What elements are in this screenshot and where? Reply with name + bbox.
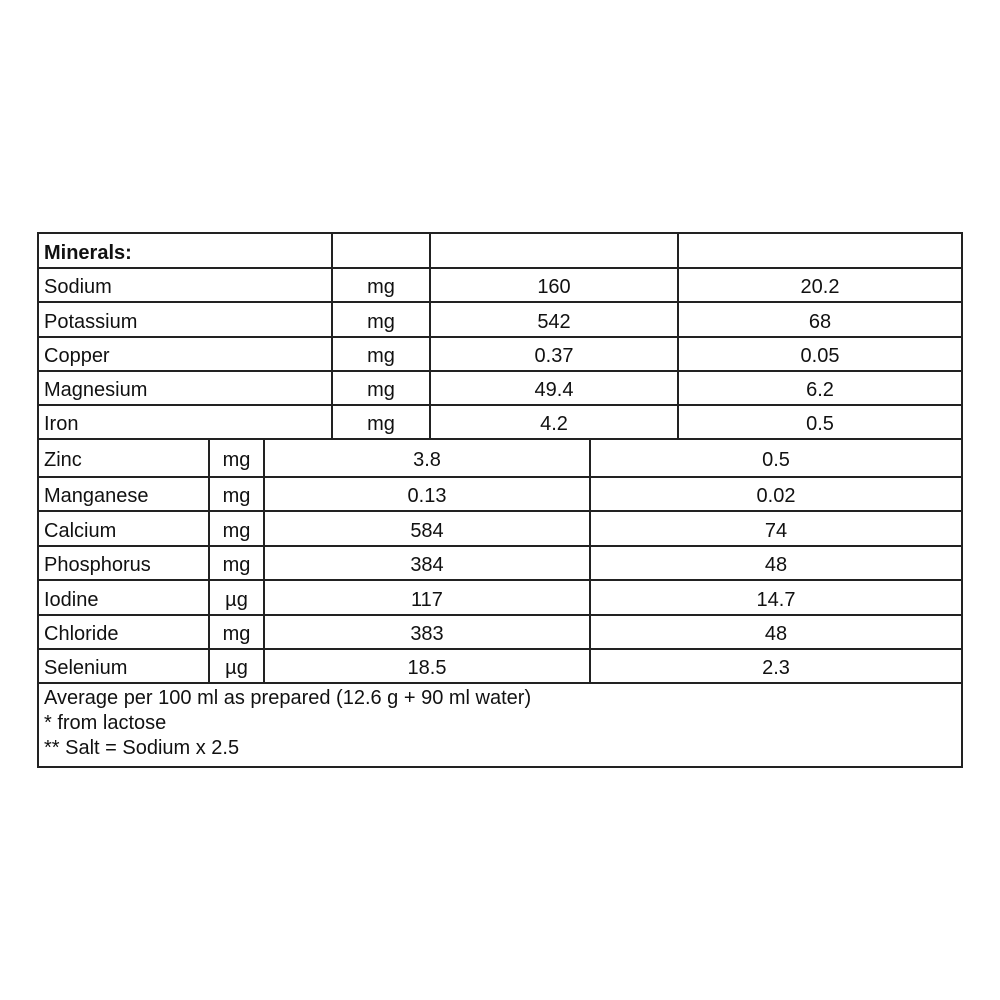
value-per-100ml: 0.02 (756, 485, 796, 507)
value-per-100g: 117 (411, 588, 443, 611)
mineral-name: Selenium (44, 657, 128, 679)
row-divider (39, 404, 961, 406)
row-divider (39, 370, 961, 372)
value-per-100ml: 6.2 (806, 379, 834, 401)
row-divider (39, 510, 961, 512)
value-per-100ml: 48 (764, 554, 788, 576)
value-per-100g: 3.8 (413, 449, 441, 471)
column-divider (331, 234, 333, 438)
value-per-100ml: 0.5 (762, 449, 790, 471)
value-per-100g: 160 (537, 276, 571, 298)
unit: mg (367, 276, 395, 298)
value-per-100g: 584 (410, 519, 444, 542)
row-divider (39, 614, 961, 616)
value-per-100g: 0.37 (534, 345, 574, 367)
mineral-name: Copper (44, 345, 110, 367)
row-divider (39, 682, 961, 684)
row-divider (39, 438, 961, 440)
value-per-100ml: 20.2 (800, 276, 840, 298)
mineral-name: Potassium (44, 310, 138, 333)
value-per-100g: 4.2 (540, 413, 568, 435)
unit: mg (222, 623, 251, 645)
value-per-100ml: 0.05 (800, 345, 840, 367)
unit: mg (367, 310, 395, 333)
row-divider (39, 301, 961, 303)
preparation-note: Average per 100 ml as prepared (12.6 g +… (44, 687, 532, 709)
row-divider (39, 336, 961, 338)
column-divider (263, 438, 265, 682)
value-per-100ml: 68 (808, 310, 832, 333)
value-per-100ml: 2.3 (762, 657, 790, 679)
row-divider (39, 648, 961, 650)
unit: µg (225, 657, 248, 679)
value-per-100g: 0.13 (407, 485, 447, 507)
row-divider (39, 579, 961, 581)
unit: mg (367, 413, 395, 435)
mineral-name: Zinc (44, 449, 82, 471)
value-per-100g: 384 (410, 554, 444, 576)
mineral-name: Iron (44, 413, 79, 435)
mineral-name: Manganese (44, 485, 149, 507)
mineral-name: Magnesium (44, 379, 148, 401)
minerals-table: Minerals: Sodium mg 160 20.2 Potassium mg 542 6… (37, 232, 963, 768)
row-divider (39, 476, 961, 478)
mineral-name: Sodium (44, 276, 112, 298)
value-per-100ml: 0.5 (806, 413, 834, 435)
mineral-name: Chloride (44, 623, 119, 645)
value-per-100ml: 74 (764, 519, 788, 542)
value-per-100g: 383 (410, 623, 444, 645)
value-per-100ml: 48 (764, 623, 788, 645)
column-divider (208, 438, 210, 682)
unit: mg (222, 485, 251, 507)
footnote: * from lactose (44, 712, 167, 734)
column-divider (677, 234, 679, 438)
mineral-name: Iodine (44, 588, 99, 611)
section-title: Minerals: (44, 242, 132, 264)
value-per-100ml: 14.7 (756, 588, 796, 611)
unit: mg (222, 519, 251, 542)
column-divider (429, 234, 431, 438)
unit: mg (367, 345, 395, 367)
value-per-100g: 18.5 (407, 657, 447, 679)
footnote: ** Salt = Sodium x 2.5 (44, 737, 240, 759)
unit: mg (222, 449, 251, 471)
row-divider (39, 545, 961, 547)
mineral-name: Phosphorus (44, 554, 151, 576)
unit: mg (222, 554, 251, 576)
mineral-name: Calcium (44, 519, 117, 542)
unit: mg (367, 379, 395, 401)
row-divider (39, 267, 961, 269)
value-per-100g: 542 (537, 310, 571, 333)
column-divider (589, 438, 591, 682)
unit: µg (225, 588, 248, 611)
value-per-100g: 49.4 (534, 379, 574, 401)
